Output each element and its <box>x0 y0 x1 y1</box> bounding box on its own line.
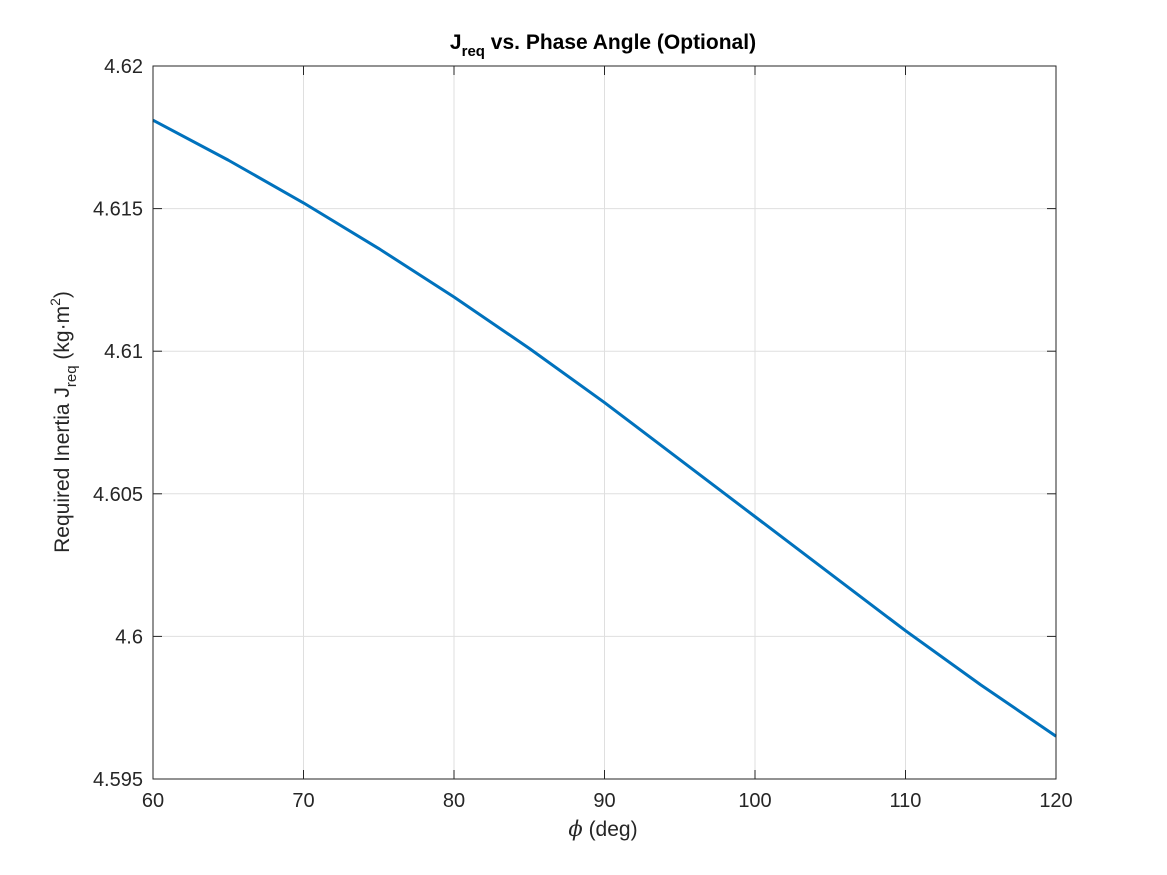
x-tick-label: 100 <box>738 790 771 812</box>
y-axis-label: Required Inertia Jreq (kg·m2) <box>47 291 80 553</box>
y-tick-label: 4.61 <box>104 341 143 363</box>
y-tick-label: 4.595 <box>93 769 143 791</box>
x-axis-label: ϕ (deg) <box>568 817 637 841</box>
x-tick-label: 60 <box>142 790 164 812</box>
y-tick-label: 4.6 <box>115 626 143 648</box>
x-tick-label: 120 <box>1039 790 1072 812</box>
y-tick-label: 4.62 <box>104 56 143 78</box>
y-tick-label: 4.605 <box>93 484 143 506</box>
chart-title: Jreq vs. Phase Angle (Optional) <box>450 31 756 60</box>
x-tick-label: 80 <box>443 790 465 812</box>
y-tick-label: 4.615 <box>93 199 143 221</box>
x-tick-label: 70 <box>292 790 314 812</box>
tick-labels: 60 70 80 90 100 110 120 4.595 4.6 4.605 4.61 4.615 4… <box>93 56 1073 812</box>
axes-frame <box>152 65 1057 780</box>
series-line <box>152 118 1057 738</box>
x-tick-label: 110 <box>890 790 922 812</box>
x-tick-label: 90 <box>593 790 615 812</box>
series-layer <box>152 118 1057 738</box>
